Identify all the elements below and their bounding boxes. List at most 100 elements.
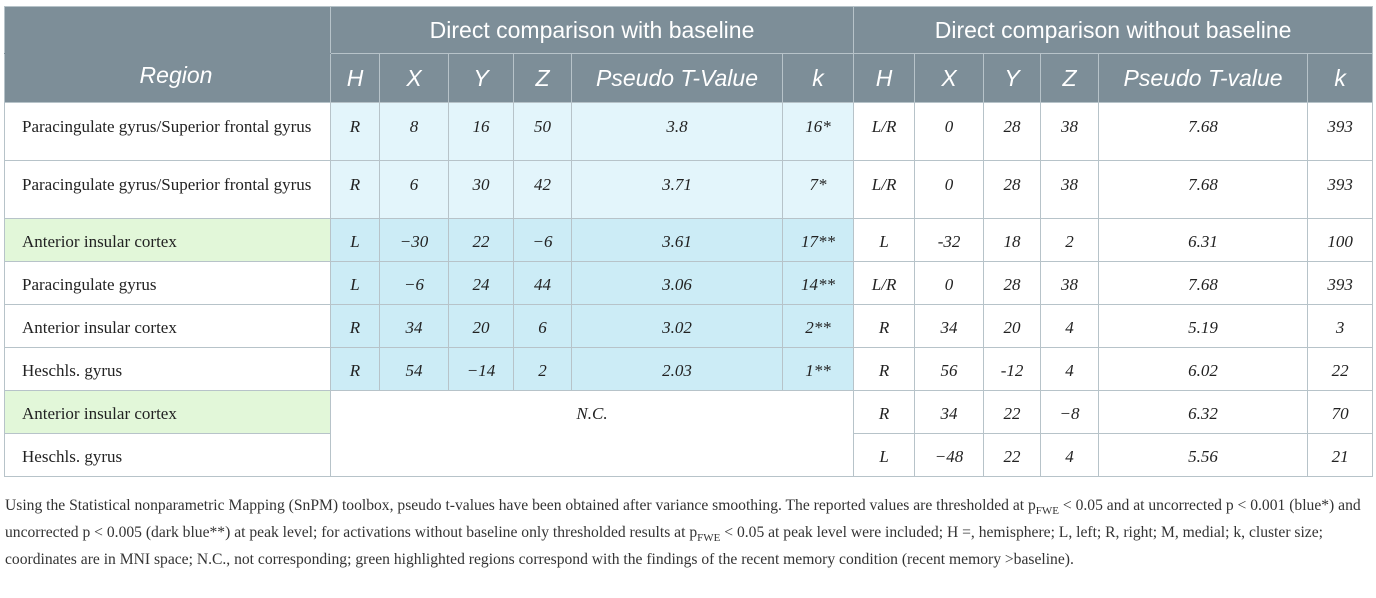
data-cell: 28 (983, 102, 1042, 161)
region-column-header: Region (4, 53, 331, 103)
region-cell: Paracingulate gyrus/Superior frontal gyr… (4, 160, 331, 219)
data-cell: 44 (513, 261, 572, 305)
data-cell: 0 (914, 102, 985, 161)
header-corner (4, 6, 331, 54)
data-cell: L/R (853, 160, 916, 219)
data-cell: R (330, 347, 380, 391)
data-cell: 17** (781, 218, 855, 262)
data-cell: 6.31 (1098, 218, 1309, 262)
data-cell: 70 (1307, 390, 1374, 434)
data-cell: 2.03 (571, 347, 783, 391)
column-header: Y (983, 53, 1042, 103)
footnote-subscript: FWE (697, 532, 721, 545)
data-cell: 34 (379, 304, 449, 348)
data-cell: 24 (448, 261, 514, 305)
region-cell: Paracingulate gyrus/Superior frontal gyr… (4, 102, 331, 161)
column-header: k (781, 53, 855, 103)
data-cell: 7.68 (1098, 102, 1309, 161)
data-cell: −48 (914, 433, 985, 477)
table-row: Paracingulate gyrus/Superior frontal gyr… (4, 160, 1374, 219)
table-row: Anterior insular cortex R 34 20 6 3.02 2… (4, 304, 1374, 348)
data-cell: R (330, 102, 380, 161)
data-cell: 54 (379, 347, 449, 391)
data-cell: 50 (513, 102, 572, 161)
table-row: Heschls. gyrus L −48 22 4 5.56 21 (4, 433, 1374, 477)
data-cell: 3 (1307, 304, 1374, 348)
column-header: Pseudo T-Value (571, 53, 783, 103)
data-cell: 3.71 (571, 160, 783, 219)
data-cell: 22 (1307, 347, 1374, 391)
data-cell: 5.56 (1098, 433, 1309, 477)
footnote-subscript: FWE (1035, 505, 1060, 518)
data-cell: −30 (379, 218, 449, 262)
region-cell: Anterior insular cortex (4, 390, 331, 434)
table-row: Anterior insular cortex N.C. R 34 22 −8 … (4, 390, 1374, 477)
data-cell: 28 (983, 160, 1042, 219)
data-cell: L/R (853, 102, 916, 161)
column-header: H (330, 53, 380, 103)
data-cell: 2 (1040, 218, 1100, 262)
data-cell: −8 (1040, 390, 1100, 434)
data-cell: L (853, 433, 916, 477)
data-cell: L (853, 218, 916, 262)
footnote-text: < 0.05 at peak level were included; H =,… (5, 524, 1323, 569)
region-cell: Anterior insular cortex (4, 218, 331, 262)
data-cell: 21 (1307, 433, 1374, 477)
data-cell: 1** (781, 347, 855, 391)
data-cell: R (853, 390, 916, 434)
data-cell: R (853, 347, 916, 391)
table-row: Heschls. gyrus R 54 −14 2 2.03 1** R 56 … (4, 347, 1374, 391)
data-cell: 38 (1040, 102, 1100, 161)
data-cell: 30 (448, 160, 514, 219)
data-cell: 393 (1307, 261, 1374, 305)
data-cell: 20 (448, 304, 514, 348)
group-header-without-baseline: Direct comparison without baseline (853, 6, 1374, 54)
data-cell: 22 (983, 390, 1042, 434)
data-cell: 393 (1307, 160, 1374, 219)
data-cell: 2 (513, 347, 572, 391)
data-cell: 7* (781, 160, 855, 219)
table-row: Anterior insular cortex L −30 22 −6 3.61… (4, 218, 1374, 262)
table-row: Paracingulate gyrus L −6 24 44 3.06 14**… (4, 261, 1374, 305)
data-cell: R (330, 304, 380, 348)
data-cell: −6 (513, 218, 572, 262)
data-cell: 393 (1307, 102, 1374, 161)
data-cell: 6 (513, 304, 572, 348)
column-header: Z (1040, 53, 1100, 103)
footnote-text: < 0.05 and at uncorrected p < 0.001 (blu… (5, 497, 1361, 542)
column-header: X (379, 53, 449, 103)
data-cell: −14 (448, 347, 514, 391)
data-cell: 0 (914, 160, 985, 219)
data-cell: L (330, 261, 380, 305)
data-cell: 28 (983, 261, 1042, 305)
data-cell: 6 (379, 160, 449, 219)
data-cell: -32 (914, 218, 985, 262)
data-cell: 34 (914, 390, 985, 434)
data-cell: 18 (983, 218, 1042, 262)
region-cell: Heschls. gyrus (4, 433, 331, 477)
data-cell: 22 (448, 218, 514, 262)
data-cell: R (330, 160, 380, 219)
data-cell: 3.02 (571, 304, 783, 348)
data-cell: −6 (379, 261, 449, 305)
data-cell: 0 (914, 261, 985, 305)
data-cell: 7.68 (1098, 261, 1309, 305)
data-cell: 2** (781, 304, 855, 348)
region-cell: Anterior insular cortex (4, 304, 331, 348)
region-cell: Paracingulate gyrus (4, 261, 331, 305)
data-cell: 6.02 (1098, 347, 1309, 391)
data-cell: 14** (781, 261, 855, 305)
region-cell: Heschls. gyrus (4, 347, 331, 391)
footnote-text: Using the Statistical nonparametric Mapp… (5, 497, 1036, 514)
data-cell: 3.06 (571, 261, 783, 305)
data-cell: 4 (1040, 433, 1100, 477)
data-cell: 100 (1307, 218, 1374, 262)
data-cell: 56 (914, 347, 985, 391)
data-cell: 16 (448, 102, 514, 161)
column-header: Pseudo T-value (1098, 53, 1309, 103)
column-header: H (853, 53, 916, 103)
data-cell: 4 (1040, 347, 1100, 391)
data-cell: 38 (1040, 261, 1100, 305)
data-cell: 34 (914, 304, 985, 348)
data-cell: 5.19 (1098, 304, 1309, 348)
